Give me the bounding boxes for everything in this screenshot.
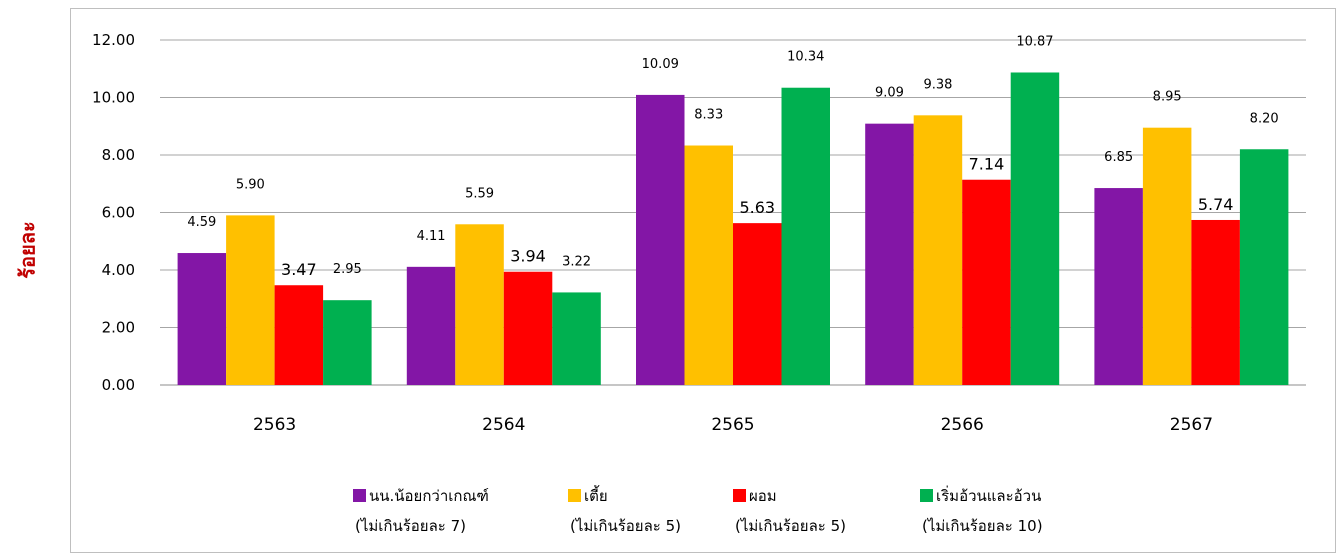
data-label-2565-series-1: 8.33	[694, 108, 723, 123]
bar-2566-series-1	[913, 115, 963, 385]
data-label-2563-series-0: 4.59	[187, 215, 216, 230]
x-tick-label-2567: 2567	[1170, 415, 1213, 435]
bar-2566-series-0	[865, 123, 914, 385]
legend-label-1: เตี้ย	[584, 485, 608, 505]
legend-note-3: (ไม่เกินร้อยละ 10)	[922, 517, 1043, 535]
data-label-2565-series-3: 10.34	[787, 50, 824, 65]
bar-2565-series-0	[636, 94, 685, 385]
legend-swatch-1	[568, 489, 581, 502]
data-label-2566-series-0: 9.09	[875, 86, 904, 101]
bar-2564-series-2	[503, 271, 553, 385]
bar-2564-series-1	[455, 224, 504, 385]
bar-chart: 0.00 2.00 4.00 6.00 8.00 10.00 12.00 4.59 5.90 3.…	[92, 31, 1306, 535]
legend-label-0: นน.น้อยกว่าเกณฑ์	[369, 487, 489, 505]
x-tick-label-2563: 2563	[253, 415, 296, 435]
y-tick-label-6: 12.00	[92, 31, 135, 49]
bar-2563-series-2	[274, 285, 324, 385]
data-label-2565-series-2: 5.63	[739, 198, 775, 217]
bar-2564-series-0	[406, 266, 456, 385]
data-label-2567-series-3: 8.20	[1250, 111, 1279, 126]
bar-2563-series-3	[323, 300, 372, 385]
data-label-2567-series-0: 6.85	[1104, 150, 1133, 165]
y-tick-label-5: 10.00	[92, 89, 135, 107]
bar-2565-series-3	[781, 87, 830, 385]
data-label-2563-series-1: 5.90	[236, 177, 265, 192]
data-label-2564-series-1: 5.59	[465, 186, 494, 201]
bar-2566-series-2	[962, 179, 1011, 385]
y-tick-label-4: 8.00	[102, 146, 135, 164]
legend-swatch-2	[733, 489, 746, 502]
data-label-2563-series-2: 3.47	[281, 260, 317, 279]
x-tick-label-2565: 2565	[711, 415, 754, 435]
bar-2563-series-0	[177, 253, 227, 385]
legend-swatch-0	[353, 489, 366, 502]
x-tick-label-2566: 2566	[941, 415, 984, 435]
data-label-2563-series-3: 2.95	[333, 262, 362, 277]
y-tick-label-2: 4.00	[102, 261, 135, 279]
x-tick-label-2564: 2564	[482, 415, 525, 435]
data-label-2567-series-1: 8.95	[1153, 90, 1182, 105]
data-label-2564-series-3: 3.22	[562, 254, 591, 269]
bar-2564-series-3	[552, 292, 601, 385]
bar-2567-series-3	[1239, 149, 1289, 385]
bar-2567-series-1	[1142, 127, 1192, 385]
bar-2563-series-1	[226, 215, 275, 385]
legend-note-0: (ไม่เกินร้อยละ 7)	[355, 517, 466, 535]
bar-2567-series-0	[1094, 188, 1143, 385]
bar-2565-series-1	[684, 145, 733, 385]
data-label-2566-series-3: 10.87	[1016, 34, 1053, 49]
legend-note-1: (ไม่เกินร้อยละ 5)	[570, 517, 681, 535]
data-label-2564-series-2: 3.94	[510, 247, 546, 266]
legend-swatch-3	[920, 489, 933, 502]
data-label-2566-series-2: 7.14	[969, 155, 1005, 174]
data-label-2567-series-2: 5.74	[1198, 195, 1234, 214]
data-label-2565-series-0: 10.09	[642, 57, 679, 72]
legend-label-3: เริ่มอ้วนและอ้วน	[936, 485, 1041, 505]
legend-label-2: ผอม	[749, 487, 777, 505]
y-tick-label-3: 6.00	[102, 204, 135, 222]
data-label-2564-series-0: 4.11	[417, 229, 446, 244]
bar-2566-series-3	[1010, 72, 1060, 386]
legend-note-2: (ไม่เกินร้อยละ 5)	[735, 517, 846, 535]
data-label-2566-series-1: 9.38	[923, 77, 952, 92]
y-tick-label-0: 0.00	[102, 376, 135, 394]
y-tick-label-1: 2.00	[102, 319, 135, 337]
bar-2567-series-2	[1191, 219, 1240, 385]
bar-2565-series-2	[733, 223, 782, 385]
